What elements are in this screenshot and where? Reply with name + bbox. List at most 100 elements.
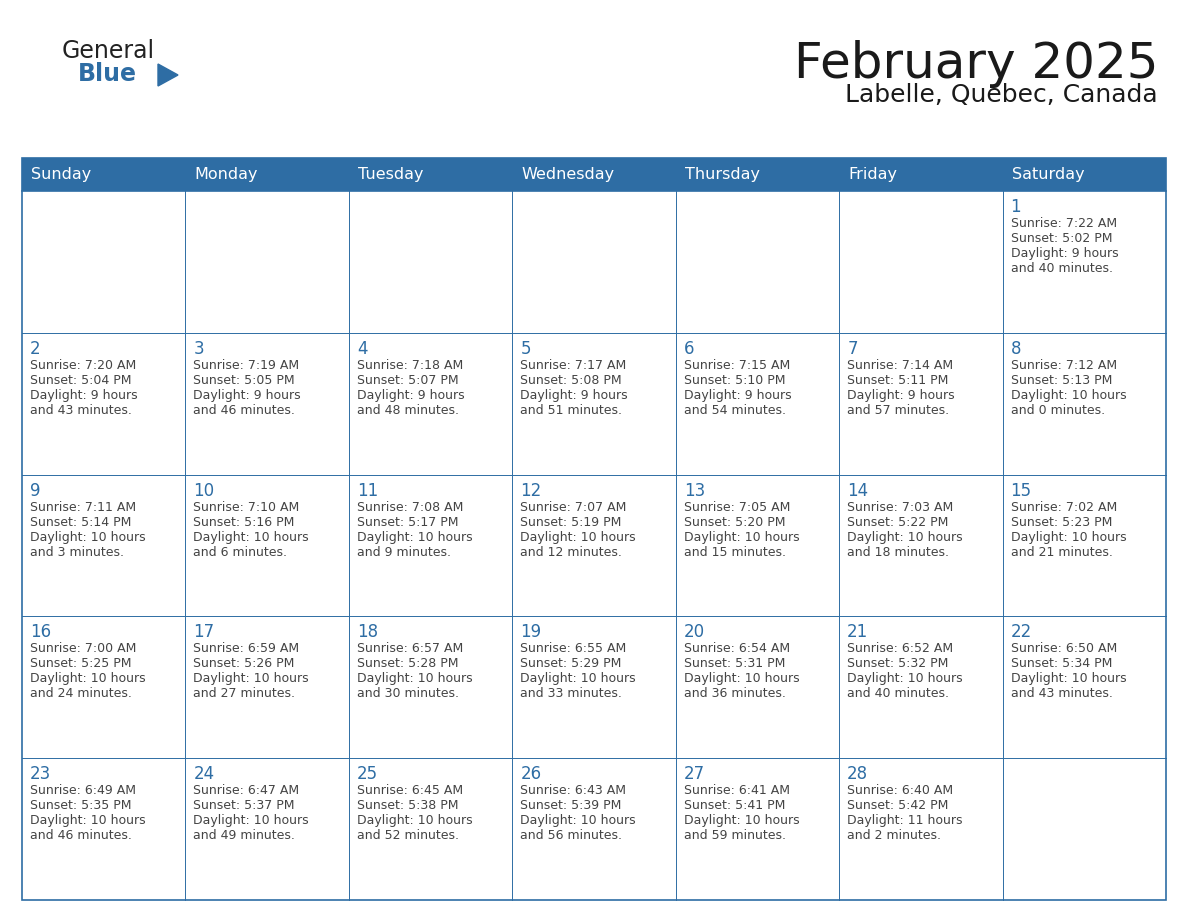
Bar	[185, 475, 349, 616]
Text: 14: 14	[847, 482, 868, 499]
Text: Daylight: 10 hours: Daylight: 10 hours	[194, 814, 309, 827]
Text: and 40 minutes.: and 40 minutes.	[847, 688, 949, 700]
Text: 10: 10	[194, 482, 215, 499]
Bar	[512, 758, 676, 900]
Text: and 12 minutes.: and 12 minutes.	[520, 545, 623, 558]
Text: 12: 12	[520, 482, 542, 499]
Text: 5: 5	[520, 340, 531, 358]
Text: 8: 8	[1011, 340, 1020, 358]
Text: Sunrise: 7:20 AM: Sunrise: 7:20 AM	[30, 359, 137, 372]
Text: Tuesday: Tuesday	[358, 167, 423, 182]
Text: Sunset: 5:14 PM: Sunset: 5:14 PM	[30, 516, 132, 529]
Text: and 49 minutes.: and 49 minutes.	[194, 829, 296, 842]
Text: Sunrise: 7:03 AM: Sunrise: 7:03 AM	[847, 500, 954, 513]
Text: Sunrise: 6:40 AM: Sunrise: 6:40 AM	[847, 784, 953, 797]
Bar	[23, 333, 185, 475]
Bar	[1003, 333, 1165, 475]
Text: Sunrise: 6:43 AM: Sunrise: 6:43 AM	[520, 784, 626, 797]
Text: Sunrise: 7:07 AM: Sunrise: 7:07 AM	[520, 500, 626, 513]
Text: Sunset: 5:29 PM: Sunset: 5:29 PM	[520, 657, 621, 670]
Text: Sunrise: 7:08 AM: Sunrise: 7:08 AM	[356, 500, 463, 513]
Bar	[1003, 758, 1165, 900]
Bar	[839, 758, 1003, 900]
Text: Sunrise: 6:41 AM: Sunrise: 6:41 AM	[684, 784, 790, 797]
Text: and 21 minutes.: and 21 minutes.	[1011, 545, 1112, 558]
Text: and 24 minutes.: and 24 minutes.	[30, 688, 132, 700]
Text: Sunset: 5:20 PM: Sunset: 5:20 PM	[684, 516, 785, 529]
Bar	[839, 191, 1003, 333]
Text: Daylight: 10 hours: Daylight: 10 hours	[520, 672, 636, 686]
Text: 13: 13	[684, 482, 704, 499]
Text: General: General	[62, 39, 156, 63]
Text: Monday: Monday	[195, 167, 258, 182]
Text: Blue: Blue	[78, 62, 137, 86]
Bar	[23, 158, 1165, 191]
Text: Daylight: 10 hours: Daylight: 10 hours	[356, 531, 473, 543]
Text: Sunrise: 7:17 AM: Sunrise: 7:17 AM	[520, 359, 626, 372]
Text: and 2 minutes.: and 2 minutes.	[847, 829, 941, 842]
Text: and 30 minutes.: and 30 minutes.	[356, 688, 459, 700]
Bar	[349, 191, 512, 333]
Text: Sunset: 5:02 PM: Sunset: 5:02 PM	[1011, 232, 1112, 245]
Text: and 9 minutes.: and 9 minutes.	[356, 545, 451, 558]
Text: 28: 28	[847, 766, 868, 783]
Bar	[185, 191, 349, 333]
Text: Sunset: 5:10 PM: Sunset: 5:10 PM	[684, 374, 785, 386]
Text: Daylight: 10 hours: Daylight: 10 hours	[847, 531, 962, 543]
Bar	[1003, 616, 1165, 758]
Text: 4: 4	[356, 340, 367, 358]
Text: and 15 minutes.: and 15 minutes.	[684, 545, 785, 558]
Text: and 36 minutes.: and 36 minutes.	[684, 688, 785, 700]
Text: 22: 22	[1011, 623, 1032, 642]
Text: 20: 20	[684, 623, 704, 642]
Text: Sunset: 5:34 PM: Sunset: 5:34 PM	[1011, 657, 1112, 670]
Text: Sunset: 5:35 PM: Sunset: 5:35 PM	[30, 800, 132, 812]
Text: Saturday: Saturday	[1011, 167, 1085, 182]
Text: 3: 3	[194, 340, 204, 358]
Text: Sunset: 5:13 PM: Sunset: 5:13 PM	[1011, 374, 1112, 386]
Bar	[839, 333, 1003, 475]
Text: Sunset: 5:26 PM: Sunset: 5:26 PM	[194, 657, 295, 670]
Text: Sunrise: 7:10 AM: Sunrise: 7:10 AM	[194, 500, 299, 513]
Text: Daylight: 10 hours: Daylight: 10 hours	[30, 672, 146, 686]
Text: Daylight: 9 hours: Daylight: 9 hours	[684, 389, 791, 402]
Text: Sunrise: 7:12 AM: Sunrise: 7:12 AM	[1011, 359, 1117, 372]
Bar	[676, 191, 839, 333]
Text: Sunset: 5:17 PM: Sunset: 5:17 PM	[356, 516, 459, 529]
Text: Sunset: 5:25 PM: Sunset: 5:25 PM	[30, 657, 132, 670]
Text: February 2025: February 2025	[794, 40, 1158, 88]
Text: Daylight: 10 hours: Daylight: 10 hours	[684, 672, 800, 686]
Text: 16: 16	[30, 623, 51, 642]
Bar	[839, 616, 1003, 758]
Text: Daylight: 10 hours: Daylight: 10 hours	[356, 672, 473, 686]
Text: Sunset: 5:28 PM: Sunset: 5:28 PM	[356, 657, 459, 670]
Text: Sunset: 5:32 PM: Sunset: 5:32 PM	[847, 657, 948, 670]
Text: Sunset: 5:04 PM: Sunset: 5:04 PM	[30, 374, 132, 386]
Text: Sunrise: 6:50 AM: Sunrise: 6:50 AM	[1011, 643, 1117, 655]
Text: Daylight: 9 hours: Daylight: 9 hours	[1011, 247, 1118, 260]
Text: and 33 minutes.: and 33 minutes.	[520, 688, 623, 700]
Bar	[23, 191, 185, 333]
Text: Sunset: 5:41 PM: Sunset: 5:41 PM	[684, 800, 785, 812]
Text: and 18 minutes.: and 18 minutes.	[847, 545, 949, 558]
Bar	[23, 475, 185, 616]
Polygon shape	[158, 64, 178, 86]
Text: and 59 minutes.: and 59 minutes.	[684, 829, 785, 842]
Text: Daylight: 9 hours: Daylight: 9 hours	[356, 389, 465, 402]
Text: Daylight: 9 hours: Daylight: 9 hours	[520, 389, 628, 402]
Text: Sunrise: 7:05 AM: Sunrise: 7:05 AM	[684, 500, 790, 513]
Text: Daylight: 9 hours: Daylight: 9 hours	[847, 389, 955, 402]
Bar	[512, 191, 676, 333]
Bar	[185, 758, 349, 900]
Text: Sunset: 5:23 PM: Sunset: 5:23 PM	[1011, 516, 1112, 529]
Text: and 43 minutes.: and 43 minutes.	[30, 404, 132, 417]
Text: and 0 minutes.: and 0 minutes.	[1011, 404, 1105, 417]
Text: Sunset: 5:42 PM: Sunset: 5:42 PM	[847, 800, 948, 812]
Bar	[185, 333, 349, 475]
Text: Daylight: 10 hours: Daylight: 10 hours	[356, 814, 473, 827]
Text: and 48 minutes.: and 48 minutes.	[356, 404, 459, 417]
Text: Sunrise: 7:11 AM: Sunrise: 7:11 AM	[30, 500, 137, 513]
Text: Daylight: 10 hours: Daylight: 10 hours	[1011, 672, 1126, 686]
Bar	[349, 475, 512, 616]
Text: Daylight: 10 hours: Daylight: 10 hours	[1011, 389, 1126, 402]
